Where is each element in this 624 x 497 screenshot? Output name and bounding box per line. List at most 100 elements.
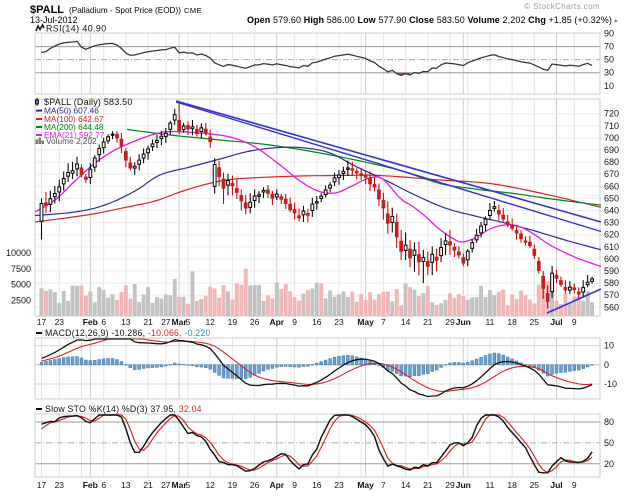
- svg-text:50: 50: [604, 55, 614, 65]
- svg-text:580: 580: [604, 278, 619, 288]
- svg-text:23: 23: [55, 480, 65, 490]
- svg-text:680: 680: [604, 157, 619, 167]
- svg-text:23: 23: [334, 317, 344, 327]
- svg-text:50: 50: [604, 438, 614, 448]
- svg-text:18: 18: [507, 480, 517, 490]
- svg-text:20: 20: [604, 459, 614, 469]
- svg-text:11: 11: [485, 317, 494, 327]
- svg-text:560: 560: [604, 302, 619, 312]
- svg-text:$PALL: $PALL: [30, 4, 64, 16]
- svg-text:9: 9: [572, 317, 577, 327]
- svg-text:MA(100) 642.67: MA(100) 642.67: [44, 114, 104, 124]
- svg-text:7: 7: [381, 317, 386, 327]
- svg-text:21: 21: [423, 317, 433, 327]
- svg-text:Mar: Mar: [172, 480, 188, 490]
- svg-text:9: 9: [572, 480, 577, 490]
- svg-text:23: 23: [55, 317, 65, 327]
- svg-text:9: 9: [292, 317, 297, 327]
- svg-text:10000: 10000: [6, 248, 31, 258]
- svg-text:Jun: Jun: [456, 317, 471, 327]
- svg-text:710: 710: [604, 121, 619, 131]
- svg-text:14: 14: [401, 480, 411, 490]
- svg-text:Volume 2,202: Volume 2,202: [46, 136, 97, 146]
- svg-text:EMA(21) 592.77: EMA(21) 592.77: [44, 130, 105, 140]
- svg-text:CME: CME: [184, 6, 202, 15]
- svg-text:Apr: Apr: [269, 317, 284, 327]
- svg-text:80: 80: [604, 417, 614, 427]
- svg-text:May: May: [357, 317, 374, 327]
- svg-text:27: 27: [161, 480, 171, 490]
- svg-text:90: 90: [604, 29, 614, 39]
- svg-text:(Palladium - Spot Price (EOD)): (Palladium - Spot Price (EOD)): [69, 6, 181, 15]
- svg-text:5000: 5000: [11, 280, 31, 290]
- svg-text:620: 620: [604, 230, 619, 240]
- svg-text:660: 660: [604, 181, 619, 191]
- svg-text:7: 7: [381, 480, 386, 490]
- svg-text:17: 17: [37, 317, 47, 327]
- svg-text:12: 12: [205, 317, 215, 327]
- svg-text:17: 17: [37, 480, 47, 490]
- svg-text:23: 23: [334, 480, 344, 490]
- svg-text:21: 21: [143, 317, 153, 327]
- svg-text:30: 30: [604, 68, 614, 78]
- svg-text:Feb: Feb: [83, 480, 98, 490]
- svg-text:29: 29: [445, 317, 455, 327]
- svg-text:25: 25: [530, 317, 540, 327]
- svg-text:700: 700: [604, 133, 619, 143]
- svg-text:MA(50) 607.46: MA(50) 607.46: [44, 106, 99, 116]
- svg-text:Slow STO %K(14) %D(3) 37.95, 3: Slow STO %K(14) %D(3) 37.95, 32.04: [45, 404, 202, 414]
- svg-text:Mar: Mar: [172, 317, 188, 327]
- svg-text:RSI(14) 40.90: RSI(14) 40.90: [46, 24, 107, 34]
- svg-text:720: 720: [604, 109, 619, 119]
- svg-text:-10: -10: [604, 379, 617, 389]
- svg-text:13: 13: [121, 317, 131, 327]
- svg-text:21: 21: [143, 480, 153, 490]
- svg-text:5: 5: [186, 480, 191, 490]
- svg-text:21: 21: [423, 480, 433, 490]
- svg-text:25: 25: [530, 480, 540, 490]
- svg-text:MACD(12,26,9) -10.286, -10.066: MACD(12,26,9) -10.286, -10.066, -0.220: [45, 328, 211, 338]
- svg-text:18: 18: [507, 317, 517, 327]
- svg-text:670: 670: [604, 169, 619, 179]
- svg-text:0: 0: [604, 360, 609, 370]
- svg-text:26: 26: [250, 480, 260, 490]
- svg-text:16: 16: [312, 480, 322, 490]
- svg-text:Jul: Jul: [550, 480, 562, 490]
- svg-text:6: 6: [101, 480, 106, 490]
- svg-text:Feb: Feb: [83, 317, 98, 327]
- svg-text:29: 29: [445, 480, 455, 490]
- svg-text:27: 27: [161, 317, 171, 327]
- svg-text:640: 640: [604, 206, 619, 216]
- svg-text:610: 610: [604, 242, 619, 252]
- svg-text:2500: 2500: [11, 295, 31, 305]
- svg-text:19: 19: [228, 317, 238, 327]
- svg-text:$PALL (Daily) 583.50: $PALL (Daily) 583.50: [44, 97, 133, 107]
- svg-text:10: 10: [604, 341, 614, 351]
- svg-text:5: 5: [186, 317, 191, 327]
- svg-text:600: 600: [604, 254, 619, 264]
- svg-text:12: 12: [205, 480, 215, 490]
- svg-text:9: 9: [292, 480, 297, 490]
- svg-text:Jun: Jun: [456, 480, 471, 490]
- svg-text:11: 11: [485, 480, 494, 490]
- svg-text:630: 630: [604, 218, 619, 228]
- svg-text:26: 26: [250, 317, 260, 327]
- svg-text:© StockCharts.com: © StockCharts.com: [524, 2, 600, 11]
- svg-text:16: 16: [312, 317, 322, 327]
- svg-text:690: 690: [604, 145, 619, 155]
- svg-text:Apr: Apr: [269, 480, 284, 490]
- svg-text:650: 650: [604, 193, 619, 203]
- svg-text:13-Jul-2012: 13-Jul-2012: [30, 15, 78, 25]
- svg-text:14: 14: [401, 317, 411, 327]
- svg-text:570: 570: [604, 290, 619, 300]
- svg-text:13: 13: [121, 480, 131, 490]
- svg-text:7500: 7500: [11, 264, 31, 274]
- svg-text:10: 10: [604, 81, 614, 91]
- svg-text:19: 19: [228, 480, 238, 490]
- svg-text:6: 6: [101, 317, 106, 327]
- svg-text:May: May: [357, 480, 374, 490]
- svg-text:590: 590: [604, 266, 619, 276]
- svg-text:Open 579.60 High 586.00 Low 57: Open 579.60 High 586.00 Low 577.90 Close…: [247, 15, 612, 25]
- svg-text:MA(200) 644.48: MA(200) 644.48: [44, 122, 104, 132]
- svg-text:Jul: Jul: [550, 317, 562, 327]
